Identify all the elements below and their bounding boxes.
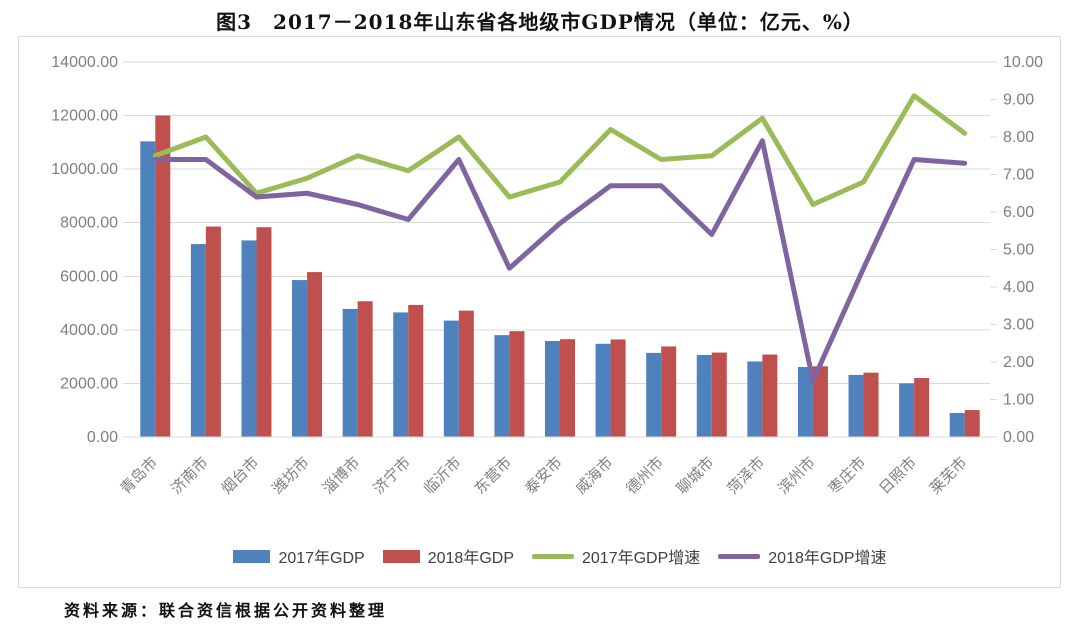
y-axis-left-tick-label: 14000.00: [51, 54, 118, 71]
bar-2018年GDP-聊城市: [711, 352, 727, 437]
legend-swatch-2017-gdp-bar: [233, 549, 271, 563]
bar-2018年GDP-淄博市: [357, 301, 373, 437]
y-axis-right-labels: 10.00 9.00 8.00 7.00 6.00 5.00 4.00 3.00 2.00 1.0…: [990, 54, 1043, 446]
bar-2017年GDP-烟台市: [241, 240, 257, 437]
bar-2017年GDP-枣庄市: [848, 374, 864, 437]
x-axis-label-淄博市: 淄博市: [320, 454, 364, 498]
y-axis-right-tick-label: 9.00: [1003, 92, 1034, 109]
bar-2018年GDP-泰安市: [560, 339, 575, 437]
x-axis-labels: 青岛市 济南市 烟台市 潍坊市 淄博市 济宁市 临沂市 东营市 泰安市 威海市 德州市 聊城市 菏泽市滨…: [117, 453, 970, 498]
legend-label-2017-growth: 2017年GDP增速: [582, 550, 701, 567]
x-axis-label-潍坊市: 潍坊市: [269, 454, 313, 498]
x-axis-label-东营市: 东营市: [471, 454, 515, 498]
bar-2017年GDP-泰安市: [545, 340, 560, 437]
legend-swatch-2017-growth-line: [532, 553, 574, 559]
y-axis-right-tick-label: 7.00: [1003, 167, 1034, 184]
bar-2017年GDP-济宁市: [393, 312, 409, 437]
x-axis-label-聊城市: 聊城市: [674, 454, 718, 498]
bar-2017年GDP-菏泽市: [747, 361, 763, 437]
y-axis-left-tick-label: 0.00: [87, 429, 118, 446]
bar-2017年GDP-淄博市: [342, 308, 358, 437]
legend-label-2017-gdp: 2017年GDP: [278, 550, 365, 567]
legend-item-2017-gdp: 2017年GDP: [233, 544, 365, 568]
bar-2018年GDP-枣庄市: [863, 372, 879, 437]
bar-2018年GDP-菏泽市: [762, 354, 778, 437]
y-axis-left-tick-label: 4000.00: [60, 322, 118, 339]
y-axis-right-tick-label: 0.00: [1003, 429, 1034, 446]
legend-swatch-2018-gdp-bar: [382, 549, 420, 563]
bar-2018年GDP-莱芜市: [964, 410, 980, 437]
x-axis-label-泰安市: 泰安市: [522, 454, 566, 498]
x-axis-label-莱芜市: 莱芜市: [927, 454, 971, 498]
bar-2017年GDP-威海市: [595, 343, 611, 437]
y-axis-right-tick-label: 8.00: [1003, 129, 1034, 146]
y-axis-left-labels: 14000.00 12000.00 10000.00 8000.00 6000.00 40…: [51, 54, 118, 446]
bar-2018年GDP-烟台市: [256, 227, 272, 437]
bar-2018年GDP-东营市: [509, 331, 525, 437]
legend-label-2018-growth: 2018年GDP增速: [768, 550, 887, 567]
bar-2018年GDP-滨州市: [812, 366, 828, 437]
bar-2018年GDP-临沂市: [458, 310, 474, 437]
x-axis-label-青岛市: 青岛市: [117, 454, 161, 498]
x-axis-label-枣庄市: 枣庄市: [825, 453, 870, 498]
bar-2018年GDP-济南市: [205, 226, 221, 437]
legend-item-2018-gdp: 2018年GDP: [382, 544, 514, 568]
bar-2017年GDP-日照市: [899, 383, 915, 437]
x-axis-label-日照市: 日照市: [876, 454, 920, 498]
chart-legend: 2017年GDP 2018年GDP 2017年GDP增速 2018年GDP增速: [130, 543, 990, 569]
x-axis-label-菏泽市: 菏泽市: [724, 454, 768, 498]
y-axis-left-tick-label: 2000.00: [60, 375, 118, 392]
bar-2017年GDP-莱芜市: [949, 413, 965, 437]
bar-2018年GDP-德州市: [661, 346, 677, 437]
y-axis-left-tick-label: 6000.00: [60, 268, 118, 285]
bar-2018年GDP-日照市: [914, 378, 930, 437]
legend-item-2018-growth: 2018年GDP增速: [718, 544, 887, 568]
bar-2018年GDP-青岛市: [155, 115, 171, 437]
y-axis-right-tick-label: 1.00: [1003, 392, 1034, 409]
y-axis-left-tick-label: 10000.00: [51, 161, 118, 178]
bar-2017年GDP-临沂市: [443, 320, 459, 437]
legend-item-2017-growth: 2017年GDP增速: [532, 544, 700, 568]
x-axis-label-威海市: 威海市: [573, 454, 617, 498]
y-axis-right-tick-label: 4.00: [1003, 279, 1034, 296]
legend-label-2018-gdp: 2018年GDP: [427, 550, 514, 567]
y-axis-left-tick-label: 12000.00: [51, 108, 118, 125]
legend-swatch-2018-growth-line: [718, 553, 761, 559]
x-axis-label-烟台市: 烟台市: [218, 454, 262, 498]
line-2018年GDP增速: [152, 138, 968, 384]
x-axis-label-德州市: 德州市: [622, 453, 667, 498]
bar-2017年GDP-东营市: [494, 335, 510, 437]
y-axis-right-tick-label: 10.00: [1003, 54, 1043, 71]
y-axis-left-tick-label: 8000.00: [60, 215, 118, 232]
y-axis-right-tick-label: 3.00: [1003, 317, 1034, 334]
bars-2018年GDP: [155, 115, 980, 437]
x-axis-label-济宁市: 济宁市: [370, 454, 414, 498]
bar-2017年GDP-德州市: [646, 352, 662, 437]
y-axis-right-tick-label: 5.00: [1003, 242, 1034, 259]
bar-2017年GDP-青岛市: [140, 141, 156, 437]
bar-2018年GDP-济宁市: [408, 304, 424, 437]
x-axis-label-滨州市: 滨州市: [775, 454, 819, 498]
chart-title: 图3 2017－2018年山东省各地级市GDP情况（单位：亿元、%）: [216, 10, 864, 34]
bar-2018年GDP-威海市: [610, 339, 626, 437]
bar-2017年GDP-济南市: [190, 244, 206, 437]
y-axis-right-tick-label: 6.00: [1003, 204, 1034, 221]
bar-2017年GDP-潍坊市: [292, 280, 308, 437]
bars-2017年GDP: [140, 141, 965, 437]
source-note: 资料来源：联合资信根据公开资料整理: [64, 601, 388, 620]
y-axis-right-tick-label: 2.00: [1003, 354, 1034, 371]
x-axis-label-济南市: 济南市: [168, 454, 212, 498]
bar-2018年GDP-潍坊市: [307, 272, 323, 437]
bar-2017年GDP-聊城市: [696, 354, 712, 437]
x-axis-label-临沂市: 临沂市: [421, 454, 465, 498]
bar-2017年GDP-滨州市: [797, 367, 813, 437]
line-2017年GDP增速: [152, 93, 968, 207]
